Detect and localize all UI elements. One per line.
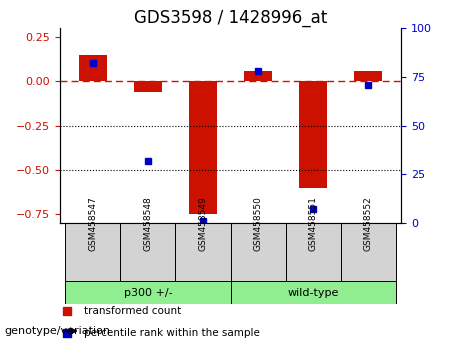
FancyBboxPatch shape [120,223,176,281]
Text: transformed count: transformed count [84,306,181,316]
Text: p300 +/-: p300 +/- [124,288,172,298]
Bar [134,81,162,92]
Text: percentile rank within the sample: percentile rank within the sample [84,328,260,338]
FancyBboxPatch shape [176,223,230,281]
Text: GSM458550: GSM458550 [254,196,262,251]
Bar [79,55,106,81]
Bar [189,81,217,214]
Title: GDS3598 / 1428996_at: GDS3598 / 1428996_at [134,9,327,27]
Bar [244,71,272,81]
FancyBboxPatch shape [285,223,341,281]
Text: genotype/variation: genotype/variation [5,326,111,336]
FancyBboxPatch shape [65,223,120,281]
Text: GSM458551: GSM458551 [308,196,318,251]
Text: GSM458547: GSM458547 [89,196,97,251]
Text: wild-type: wild-type [287,288,339,298]
FancyBboxPatch shape [230,281,396,304]
Text: GSM458548: GSM458548 [143,196,153,251]
Bar [299,81,327,188]
FancyBboxPatch shape [341,223,396,281]
Bar [355,71,382,81]
Text: GSM458549: GSM458549 [199,196,207,251]
FancyBboxPatch shape [65,281,230,304]
FancyBboxPatch shape [230,223,285,281]
Text: GSM458552: GSM458552 [364,196,372,251]
